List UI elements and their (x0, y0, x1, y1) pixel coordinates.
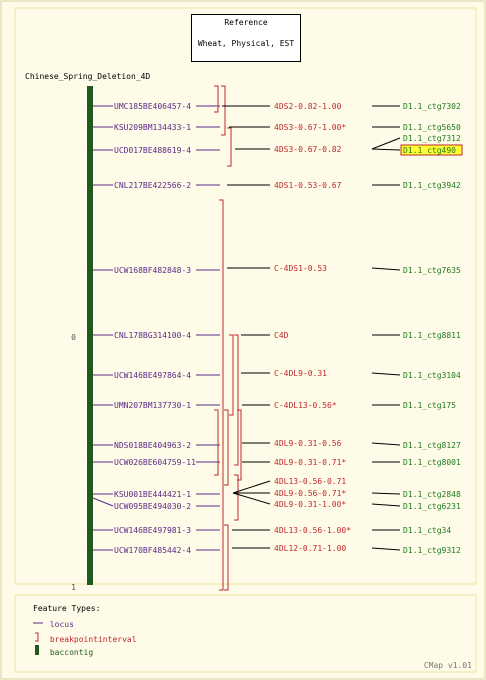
breakpoint-interval[interactable] (224, 524, 229, 591)
bin-connector (232, 492, 271, 505)
contig-connector (371, 442, 401, 446)
locus-label[interactable]: UCW026BE604759-11 (114, 458, 196, 467)
bracket-swatch-icon (33, 632, 45, 644)
legend-label: locus (49, 620, 74, 629)
locus-label[interactable]: UCW146BE497981-3 (114, 526, 191, 535)
locus-label[interactable]: CNL217BE422566-2 (114, 181, 191, 190)
legend-label: breakpointinterval (49, 635, 137, 644)
breakpoint-interval[interactable] (234, 334, 239, 466)
contig-label[interactable]: D1.1_ctg34 (403, 526, 451, 535)
breakpoint-interval[interactable] (221, 85, 226, 136)
legend-title: Feature Types: (33, 604, 101, 613)
contig-label[interactable]: D1.1_ctg8127 (403, 441, 461, 450)
bin-label[interactable]: 4DL12-0.71-1.00 (274, 544, 346, 553)
contig-label[interactable]: D1.1_ctg8811 (403, 331, 461, 340)
contig-label[interactable]: D1.1_ctg175 (403, 401, 456, 410)
contig-label[interactable]: D1.1_ctg7302 (403, 102, 461, 111)
locus-label[interactable]: UCW168BF482848-3 (114, 266, 191, 275)
locus-label[interactable]: UCD017BE488619-4 (114, 146, 191, 155)
bin-label[interactable]: C-4DS1-0.53 (274, 264, 327, 273)
bin-label[interactable]: 4DL13-0.56-0.71 (274, 477, 346, 486)
breakpoint-interval[interactable] (237, 409, 242, 481)
legend-item-baccontig: baccontig (33, 645, 93, 657)
locus-label[interactable]: UCW146BE497864-4 (114, 371, 191, 380)
bin-label[interactable]: C-4DL13-0.56* (274, 401, 337, 410)
map-title[interactable]: Chinese_Spring_Deletion_4D (25, 72, 151, 81)
contig-label[interactable]: D1.1_ctg2848 (403, 490, 461, 499)
legend-label: baccontig (49, 648, 94, 657)
contig-connector (371, 547, 401, 551)
bin-label[interactable]: C4D (274, 331, 289, 340)
legend-item-breakpoint: breakpointinterval (33, 632, 137, 644)
contig-connector (371, 267, 401, 271)
bin-label[interactable]: C-4DL9-0.31 (274, 369, 327, 378)
locus-label[interactable]: UMC185BE406457-4 (114, 102, 191, 111)
contig-connector (371, 137, 401, 150)
locus-label[interactable]: KSU209BM134433-1 (114, 123, 191, 132)
contig-label[interactable]: D1.1_ctg8001 (403, 458, 461, 467)
contig-connector (371, 492, 401, 495)
contig-label[interactable]: D1.1_ctg7312 (403, 134, 461, 143)
bin-label[interactable]: 4DS1-0.53-0.67 (274, 181, 342, 190)
locus-label[interactable]: UMN207BM137730-1 (114, 401, 191, 410)
cmap-version: CMap v1.01 (423, 661, 472, 670)
breakpoint-interval[interactable] (214, 85, 219, 113)
contig-highlight (400, 144, 463, 156)
locus-label[interactable]: NDS018BE404963-2 (114, 441, 191, 450)
locus-tick (92, 497, 114, 507)
locus-label[interactable]: KSU001BE444421-1 (114, 490, 191, 499)
reference-box[interactable]: Reference Wheat, Physical, EST (191, 14, 301, 62)
contig-label[interactable]: D1.1_ctg9312 (403, 546, 461, 555)
breakpoint-interval[interactable] (214, 409, 219, 476)
bin-label[interactable]: 4DL13-0.56-1.00* (274, 526, 351, 535)
bin-label[interactable]: 4DL9-0.31-0.71* (274, 458, 346, 467)
locus-swatch-icon (33, 619, 45, 629)
legend-item-locus: locus (33, 619, 74, 629)
bar-swatch-icon (33, 645, 45, 657)
bin-label[interactable]: 4DS3-0.67-0.82 (274, 145, 342, 154)
breakpoint-interval[interactable] (229, 334, 234, 416)
breakpoint-interval[interactable] (227, 127, 232, 167)
contig-label[interactable]: D1.1_ctg3942 (403, 181, 461, 190)
locus-label[interactable]: UCW170BF485442-4 (114, 546, 191, 555)
scale-label-bottom: 1 (71, 583, 76, 592)
breakpoint-interval[interactable] (234, 474, 239, 521)
contig-label[interactable]: D1.1_ctg7635 (403, 266, 461, 275)
bin-label[interactable]: 4DS2-0.82-1.00 (274, 102, 342, 111)
legend-frame (14, 594, 477, 673)
breakpoint-interval[interactable] (219, 199, 224, 591)
breakpoint-interval[interactable] (224, 409, 229, 486)
reference-subtitle: Wheat, Physical, EST (197, 39, 295, 48)
contig-label[interactable]: D1.1_ctg5650 (403, 123, 461, 132)
contig-connector (371, 372, 401, 376)
contig-label[interactable]: D1.1_ctg6231 (403, 502, 461, 511)
bin-label[interactable]: 4DS3-0.67-1.00* (274, 123, 346, 132)
contig-label[interactable]: D1.1_ctg3104 (403, 371, 461, 380)
map-frame (14, 7, 477, 585)
contig-connector (371, 148, 401, 151)
contig-label[interactable]: D1.1_ctg490 (403, 146, 456, 155)
bin-connector (232, 480, 271, 494)
contig-connector (371, 503, 401, 507)
scale-label-top: 0 (71, 333, 76, 342)
locus-label[interactable]: CNL178BG314100-4 (114, 331, 191, 340)
bin-label[interactable]: 4DL9-0.31-0.56 (274, 439, 342, 448)
map-bar[interactable] (87, 86, 93, 585)
bin-label[interactable]: 4DL9-0.31-1.00* (274, 500, 346, 509)
reference-title: Reference (224, 18, 268, 27)
bin-label[interactable]: 4DL9-0.56-0.71* (274, 489, 346, 498)
locus-label[interactable]: UCW095BE494030-2 (114, 502, 191, 511)
